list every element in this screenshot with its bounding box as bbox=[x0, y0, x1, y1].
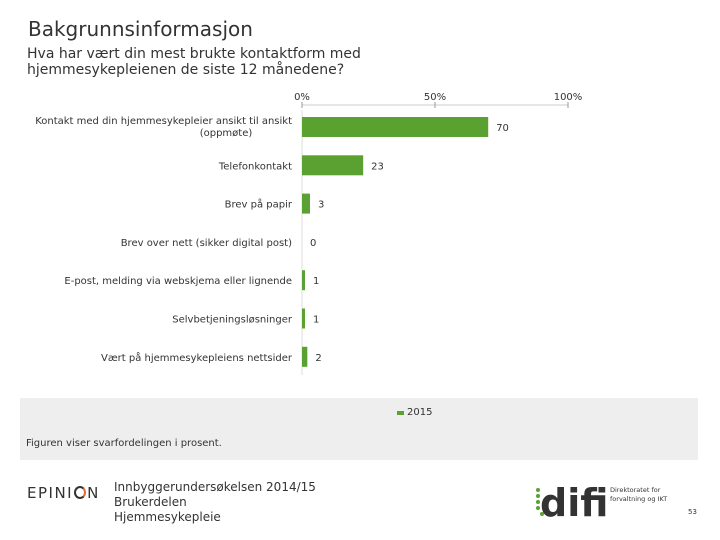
bar-6 bbox=[302, 346, 308, 367]
x-tick-label-0: 0% bbox=[294, 92, 310, 103]
difi-caption: Direktoratet for forvaltning og IKT bbox=[610, 486, 667, 504]
value-label-5: 1 bbox=[313, 315, 319, 326]
question-line-1: Hva har vært din mest brukte kontaktform… bbox=[27, 46, 361, 62]
bar-0 bbox=[302, 117, 489, 137]
difi-caption-line-1: Direktoratet for bbox=[610, 486, 661, 494]
survey-info: Innbyggerundersøkelsen 2014/15 Brukerdel… bbox=[114, 480, 316, 525]
x-tick-label-2: 100% bbox=[554, 92, 583, 103]
difi-logo-text: difi bbox=[540, 481, 608, 520]
value-label-1: 23 bbox=[371, 161, 384, 172]
bar-1 bbox=[302, 155, 364, 176]
survey-part: Brukerdelen bbox=[114, 495, 187, 509]
bar-5 bbox=[302, 308, 305, 329]
legend: 2015 bbox=[397, 407, 432, 418]
value-label-4: 1 bbox=[313, 276, 319, 287]
value-label-2: 3 bbox=[318, 200, 324, 211]
bar-chart: 0% 50% 100% Kontakt med din hjemmesykepleie… bbox=[35, 92, 583, 375]
category-label-3: Brev over nett (sikker digital post) bbox=[121, 238, 292, 249]
value-label-6: 2 bbox=[315, 353, 321, 364]
question-text: Hva har vært din mest brukte kontaktform… bbox=[27, 46, 447, 78]
legend-label: 2015 bbox=[407, 407, 433, 418]
x-tick-label-1: 50% bbox=[424, 92, 446, 103]
category-label-0-line-1: (oppmøte) bbox=[200, 128, 253, 139]
figure-note: Figuren viser svarfordelingen i prosent. bbox=[26, 438, 222, 449]
slide-title: Bakgrunnsinformasjon bbox=[28, 17, 253, 41]
category-label-6: Vært på hjemmesykepleiens nettsider bbox=[101, 351, 293, 364]
question-line-2: hjemmesykepleienen de siste 12 månedene? bbox=[27, 62, 345, 78]
legend-swatch bbox=[397, 410, 404, 415]
page-number: 53 bbox=[688, 508, 697, 516]
category-label-0-line-0: Kontakt med din hjemmesykepleier ansikt … bbox=[35, 116, 292, 127]
difi-logo: difi Direktoratet for forvaltning og IKT bbox=[534, 478, 684, 525]
category-label-1: Telefonkontakt bbox=[218, 161, 292, 172]
category-label-5: Selvbetjeningsløsninger bbox=[172, 315, 293, 326]
value-label-0: 70 bbox=[496, 123, 509, 134]
bar-4 bbox=[302, 270, 305, 291]
legend-band bbox=[20, 398, 698, 460]
survey-topic: Hjemmesykepleie bbox=[114, 510, 221, 524]
difi-logo-mark: difi bbox=[536, 481, 608, 525]
difi-caption-line-2: forvaltning og IKT bbox=[610, 495, 668, 503]
value-label-3: 0 bbox=[310, 238, 316, 249]
category-label-2: Brev på papir bbox=[225, 198, 293, 211]
bar-2 bbox=[302, 193, 310, 214]
category-label-4: E-post, melding via webskjema eller lign… bbox=[64, 276, 292, 287]
epinion-logo-o bbox=[74, 486, 87, 499]
survey-name: Innbyggerundersøkelsen 2014/15 bbox=[114, 480, 316, 494]
category-label-0: Kontakt med din hjemmesykepleier ansikt … bbox=[35, 116, 292, 139]
epinion-logo: EPINI N bbox=[27, 484, 100, 502]
